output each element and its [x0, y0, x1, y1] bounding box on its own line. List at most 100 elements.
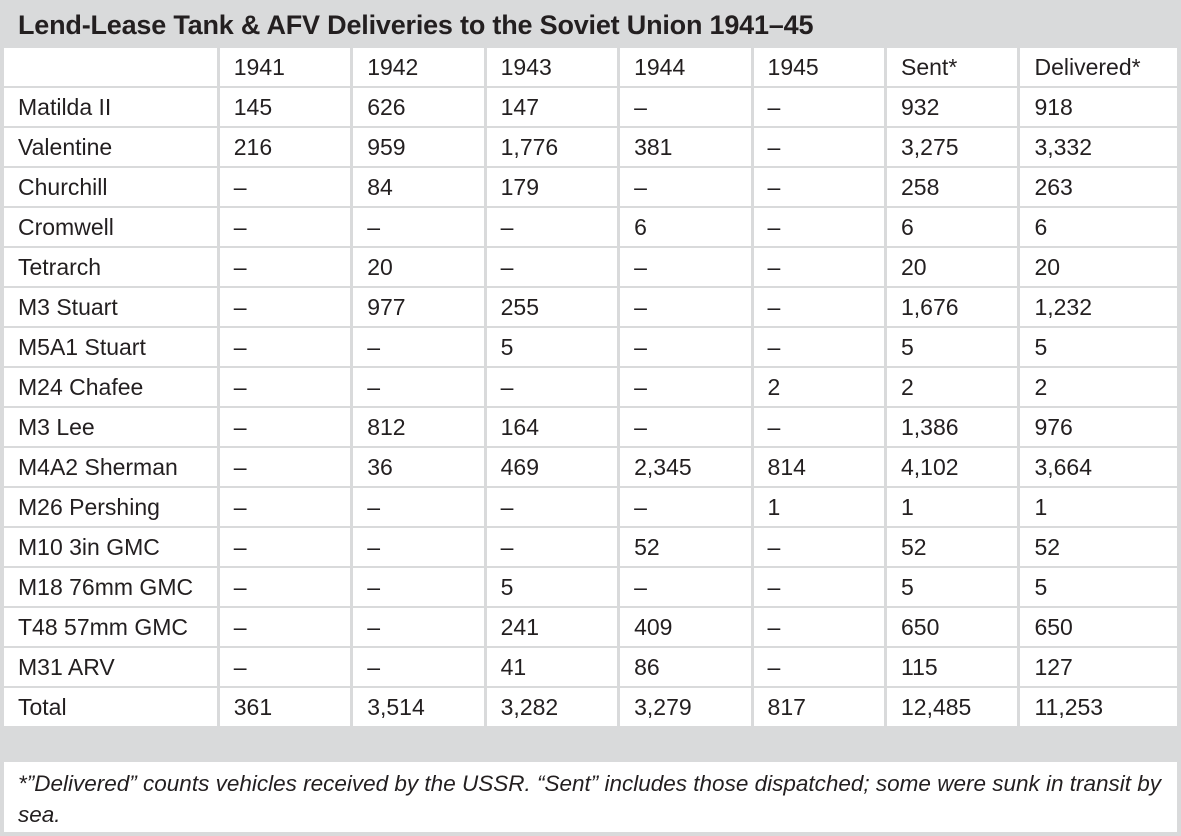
value-delivered-cell: 5: [1020, 568, 1177, 608]
value-1945-cell: 1: [753, 488, 887, 528]
value-sent-cell: 20: [887, 248, 1021, 288]
value-delivered-cell: 976: [1020, 408, 1177, 448]
value-1941-cell: –: [219, 608, 354, 648]
table-row: Churchill –84 179– –258 263: [4, 168, 1177, 208]
value-sent-cell: 1,676: [887, 288, 1021, 328]
value-1945-cell: –: [753, 288, 887, 328]
value-delivered-cell: 6: [1020, 208, 1177, 248]
value-1943-cell: –: [486, 488, 621, 528]
vehicle-name-cell: M4A2 Sherman: [4, 448, 220, 488]
value-1945-cell: 814: [753, 448, 887, 488]
value-delivered-cell: 1,232: [1020, 288, 1177, 328]
vehicle-name-cell: M3 Stuart: [4, 288, 220, 328]
value-1944-cell: 409: [620, 608, 754, 648]
value-1945-cell: 2: [753, 368, 887, 408]
value-sent-cell: 12,485: [887, 688, 1021, 728]
vehicle-name-cell: M24 Chafee: [4, 368, 220, 408]
value-1943-cell: –: [486, 528, 621, 568]
vehicle-name-cell: Cromwell: [4, 208, 220, 248]
column-header-sent: Sent*: [887, 48, 1021, 88]
value-sent-cell: 115: [887, 648, 1021, 688]
value-sent-cell: 1: [887, 488, 1021, 528]
value-sent-cell: 1,386: [887, 408, 1021, 448]
table-row: M3 Stuart –977 255– –1,676 1,232: [4, 288, 1177, 328]
value-1945-cell: –: [753, 648, 887, 688]
value-delivered-cell: 3,664: [1020, 448, 1177, 488]
table-total-row: Total 361 3,514 3,282 3,279 817 12,485 11,253: [4, 688, 1177, 728]
value-1944-cell: –: [620, 368, 754, 408]
table-row: Matilda II 145 626 147– –932 918: [4, 88, 1177, 128]
table-row: M3 Lee –812 164– –1,386 976: [4, 408, 1177, 448]
value-1944-cell: 381: [620, 128, 754, 168]
column-header-1945: 1945: [753, 48, 887, 88]
table-row: Tetrarch –20– – –20 20: [4, 248, 1177, 288]
value-1941-cell: –: [219, 568, 354, 608]
value-1942-cell: –: [353, 608, 487, 648]
value-1942-cell: 812: [353, 408, 487, 448]
vehicle-name-cell: Total: [4, 688, 220, 728]
page-title: Lend-Lease Tank & AFV Deliveries to the …: [18, 9, 814, 40]
value-1941-cell: –: [219, 328, 354, 368]
value-1944-cell: 52: [620, 528, 754, 568]
value-1943-cell: 1,776: [486, 128, 621, 168]
value-delivered-cell: 918: [1020, 88, 1177, 128]
value-1941-cell: –: [219, 168, 354, 208]
table-row: T48 57mm GMC – –241 409–650 650: [4, 608, 1177, 648]
value-delivered-cell: 5: [1020, 328, 1177, 368]
vehicle-name-cell: M10 3in GMC: [4, 528, 220, 568]
value-1945-cell: 817: [753, 688, 887, 728]
table-row: M31 ARV – –41 86–115 127: [4, 648, 1177, 688]
value-1944-cell: 6: [620, 208, 754, 248]
value-1942-cell: –: [353, 528, 487, 568]
vehicle-name-cell: M18 76mm GMC: [4, 568, 220, 608]
value-1943-cell: –: [486, 368, 621, 408]
value-1942-cell: 959: [353, 128, 487, 168]
value-sent-cell: 932: [887, 88, 1021, 128]
table-body: Matilda II 145 626 147– –932 918 Valentine 216 9…: [4, 88, 1177, 728]
value-1941-cell: –: [219, 488, 354, 528]
vehicle-name-cell: M3 Lee: [4, 408, 220, 448]
value-1944-cell: –: [620, 408, 754, 448]
value-1943-cell: 5: [486, 328, 621, 368]
value-delivered-cell: 52: [1020, 528, 1177, 568]
value-sent-cell: 258: [887, 168, 1021, 208]
value-1942-cell: –: [353, 488, 487, 528]
value-1942-cell: 977: [353, 288, 487, 328]
value-1944-cell: 3,279: [620, 688, 754, 728]
value-1943-cell: 164: [486, 408, 621, 448]
column-header-1943: 1943: [486, 48, 621, 88]
value-delivered-cell: 1: [1020, 488, 1177, 528]
value-1945-cell: –: [753, 608, 887, 648]
value-1944-cell: 2,345: [620, 448, 754, 488]
value-delivered-cell: 3,332: [1020, 128, 1177, 168]
value-1945-cell: –: [753, 528, 887, 568]
value-1944-cell: –: [620, 248, 754, 288]
table-row: Cromwell – – –6–6 6: [4, 208, 1177, 248]
value-1941-cell: –: [219, 288, 354, 328]
table-row: Valentine 216 959 1,776 381–3,275 3,332: [4, 128, 1177, 168]
vehicle-name-cell: Valentine: [4, 128, 220, 168]
value-1944-cell: –: [620, 488, 754, 528]
value-1941-cell: –: [219, 208, 354, 248]
title-bar: Lend-Lease Tank & AFV Deliveries to the …: [4, 4, 1177, 46]
value-1941-cell: 145: [219, 88, 354, 128]
value-sent-cell: 2: [887, 368, 1021, 408]
value-1941-cell: 216: [219, 128, 354, 168]
value-sent-cell: 4,102: [887, 448, 1021, 488]
vehicle-name-cell: Tetrarch: [4, 248, 220, 288]
value-1944-cell: –: [620, 568, 754, 608]
value-1945-cell: –: [753, 88, 887, 128]
value-sent-cell: 650: [887, 608, 1021, 648]
column-header-1942: 1942: [353, 48, 487, 88]
value-1942-cell: 3,514: [353, 688, 487, 728]
value-1942-cell: 20: [353, 248, 487, 288]
column-header-1941: 1941: [219, 48, 354, 88]
value-1944-cell: –: [620, 288, 754, 328]
vehicle-name-cell: T48 57mm GMC: [4, 608, 220, 648]
value-sent-cell: 6: [887, 208, 1021, 248]
value-1943-cell: 469: [486, 448, 621, 488]
vehicle-name-cell: M5A1 Stuart: [4, 328, 220, 368]
deliveries-table: 1941 1942 1943 1944 1945 Sent* Delivered…: [4, 48, 1177, 728]
value-1941-cell: –: [219, 448, 354, 488]
